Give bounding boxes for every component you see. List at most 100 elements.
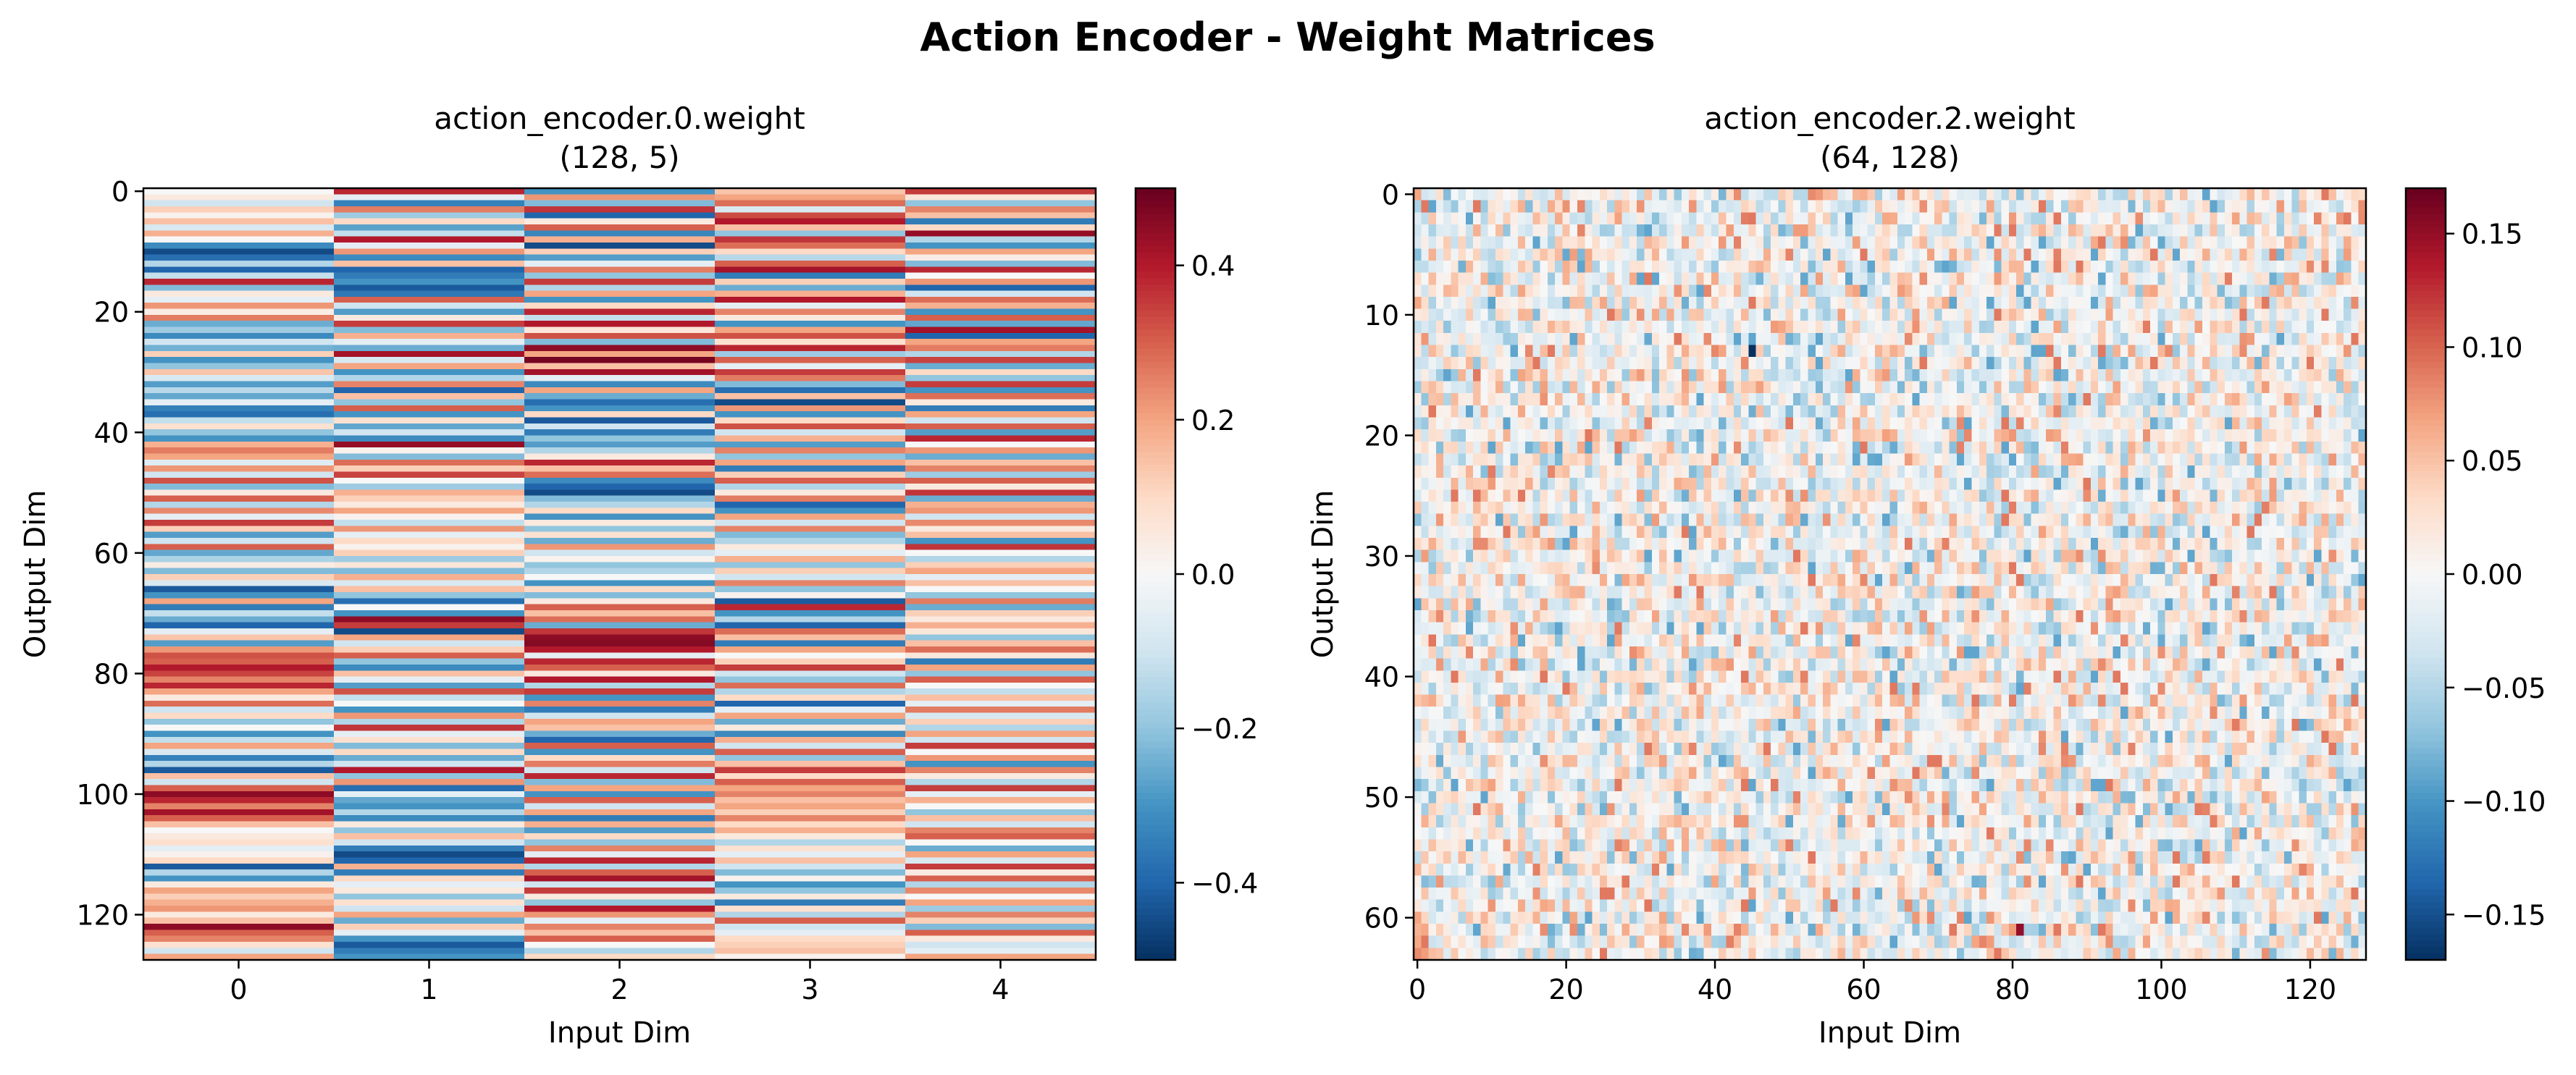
heatmap-cell — [2098, 453, 2107, 466]
heatmap-cell — [905, 712, 1096, 720]
heatmap-cell — [1703, 260, 1712, 274]
heatmap-cell — [2172, 212, 2181, 225]
heatmap-cell — [1488, 188, 1496, 201]
heatmap-cell — [1905, 465, 1913, 479]
heatmap-cell — [1837, 296, 1846, 310]
heatmap-cell — [2098, 248, 2107, 261]
heatmap-cell — [2314, 429, 2322, 442]
heatmap-cell — [2217, 308, 2225, 321]
heatmap-cell — [1897, 526, 1905, 539]
heatmap-cell — [2090, 357, 2099, 370]
heatmap-cell — [1659, 477, 1667, 491]
heatmap-cell — [1666, 212, 1675, 225]
heatmap-cell — [1808, 381, 1816, 394]
colorbar-swatch — [1136, 760, 1175, 768]
heatmap-cell — [2128, 429, 2136, 442]
heatmap-cell — [1971, 417, 1980, 430]
heatmap-cell — [2217, 405, 2225, 418]
heatmap-cell — [1912, 393, 1921, 406]
heatmap-cell — [1934, 296, 1943, 310]
heatmap-cell — [2314, 248, 2322, 261]
heatmap-cell — [2157, 357, 2166, 370]
heatmap-cell — [1949, 453, 1958, 466]
heatmap-cell — [334, 417, 525, 424]
heatmap-cell — [715, 465, 906, 473]
heatmap-cell — [1555, 188, 1564, 201]
heatmap-cell — [2128, 538, 2136, 551]
heatmap-cell — [1889, 212, 1898, 225]
heatmap-cell — [1823, 284, 1831, 298]
heatmap-cell — [1458, 308, 1467, 321]
heatmap-cell — [143, 357, 335, 364]
colorbar-swatch — [1136, 522, 1175, 530]
colorbar-swatch — [1136, 240, 1175, 247]
heatmap-cell — [1733, 308, 1742, 321]
heatmap-cell — [1547, 405, 1556, 418]
heatmap-cell — [1458, 453, 1467, 466]
heatmap-cell — [1592, 562, 1600, 575]
heatmap-cell — [2105, 236, 2114, 249]
heatmap-cell — [1681, 477, 1690, 491]
heatmap-cell — [2135, 453, 2144, 466]
heatmap-cell — [1994, 260, 2002, 274]
heatmap-cell — [1926, 549, 1935, 562]
heatmap-cell — [2150, 502, 2158, 515]
heatmap-cell — [1703, 513, 1712, 526]
heatmap-cell — [2165, 441, 2173, 455]
heatmap-cell — [2113, 538, 2121, 551]
heatmap-cell — [2321, 502, 2330, 515]
heatmap-cell — [2135, 188, 2144, 201]
heatmap-cell — [2120, 513, 2128, 526]
heatmap-cell — [1986, 405, 1994, 418]
heatmap-cell — [1562, 441, 1571, 455]
heatmap-cell — [2187, 212, 2196, 225]
heatmap-cell — [1532, 368, 1541, 382]
heatmap-cell — [1555, 513, 1564, 526]
heatmap-cell — [2157, 538, 2166, 551]
heatmap-cell — [2328, 260, 2337, 274]
heatmap-cell — [1428, 429, 1437, 442]
heatmap-cell — [1830, 248, 1839, 261]
heatmap-cell — [1532, 526, 1541, 539]
heatmap-cell — [1644, 417, 1653, 430]
heatmap-cell — [1994, 405, 2002, 418]
heatmap-cell — [1614, 368, 1623, 382]
heatmap-cell — [1926, 248, 1935, 261]
heatmap-cell — [1607, 549, 1615, 562]
heatmap-cell — [1986, 236, 1994, 249]
heatmap-cell — [2157, 381, 2166, 394]
heatmap-cell — [1585, 453, 1593, 466]
heatmap-cell — [1644, 489, 1653, 502]
heatmap-cell — [2276, 236, 2285, 249]
heatmap-cell — [2165, 236, 2173, 249]
heatmap-cell — [2098, 405, 2107, 418]
heatmap-cell — [1629, 417, 1637, 430]
heatmap-cell — [1532, 381, 1541, 394]
heatmap-cell — [2120, 538, 2128, 551]
colorbar-swatch — [1136, 657, 1175, 665]
heatmap-cell — [2283, 502, 2292, 515]
heatmap-cell — [2135, 260, 2144, 274]
heatmap-cell — [1853, 538, 1860, 551]
heatmap-cell — [1830, 549, 1839, 562]
heatmap-cell — [1986, 357, 1994, 370]
heatmap-cell — [1473, 188, 1482, 201]
heatmap-cell — [524, 544, 716, 551]
heatmap-cell — [143, 278, 335, 285]
heatmap-cell — [2344, 200, 2352, 213]
heatmap-cell — [1792, 477, 1801, 491]
heatmap-cell — [2150, 332, 2158, 346]
heatmap-cell — [2008, 526, 2017, 539]
heatmap-cell — [2232, 200, 2240, 213]
heatmap-cell — [1488, 393, 1496, 406]
heatmap-cell — [2128, 357, 2136, 370]
heatmap-cell — [2038, 465, 2047, 479]
heatmap-cell — [1465, 321, 1474, 334]
heatmap-cell — [1874, 272, 1883, 285]
heatmap-cell — [1719, 296, 1727, 310]
heatmap-cell — [1889, 357, 1898, 370]
heatmap-cell — [1986, 224, 1994, 237]
heatmap-cell — [2008, 345, 2017, 358]
heatmap-cell — [1845, 224, 1853, 237]
heatmap-cell — [1473, 405, 1482, 418]
